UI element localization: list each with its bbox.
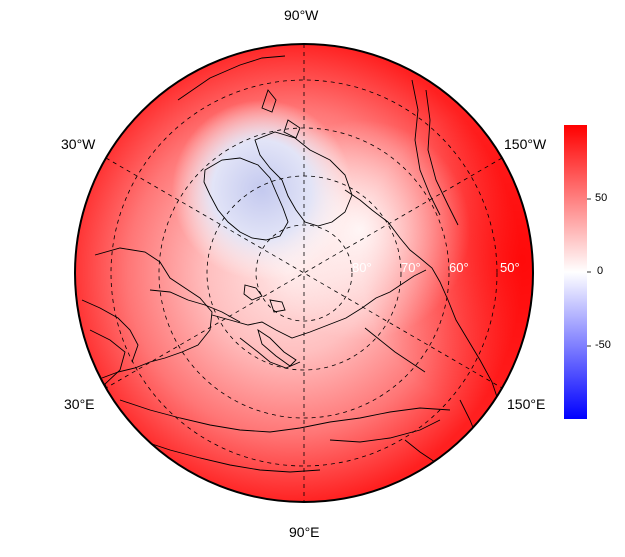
colorbar — [564, 125, 591, 419]
latitude-label-60: 60° — [449, 260, 469, 275]
longitude-label-bottom: 90°E — [289, 524, 320, 540]
europe-outline — [94, 247, 213, 379]
canadian-archipelago-outline — [254, 131, 353, 227]
coastlines — [81, 55, 499, 493]
latitude-label-70: 70° — [401, 260, 421, 275]
longitude-label-upper-left: 30°W — [61, 136, 96, 152]
graticule — [105, 44, 503, 502]
longitude-label-lower-left: 30°E — [64, 396, 95, 412]
latitude-circle-50 — [110, 79, 498, 467]
globe-outline — [74, 43, 534, 503]
latitude-label-80: 80° — [352, 260, 372, 275]
siberia-outline — [211, 269, 427, 339]
colorbar-tick-0: 0 — [597, 265, 604, 277]
longitude-label-upper-right: 150°W — [504, 136, 547, 152]
latitude-labels: 80° 70° 60° 50° — [352, 260, 520, 275]
north-america-outline — [177, 55, 499, 401]
longitude-label-top: 90°W — [284, 7, 319, 23]
colorbar-tick-minus-50: -50 — [595, 339, 611, 351]
greenland-outline — [203, 157, 289, 241]
colorbar-tick-50: 50 — [595, 192, 608, 204]
latitude-label-50: 50° — [500, 260, 520, 275]
longitude-label-lower-right: 150°E — [507, 396, 546, 412]
colorbar-gradient — [564, 125, 587, 419]
latitude-circle-80 — [255, 224, 353, 322]
